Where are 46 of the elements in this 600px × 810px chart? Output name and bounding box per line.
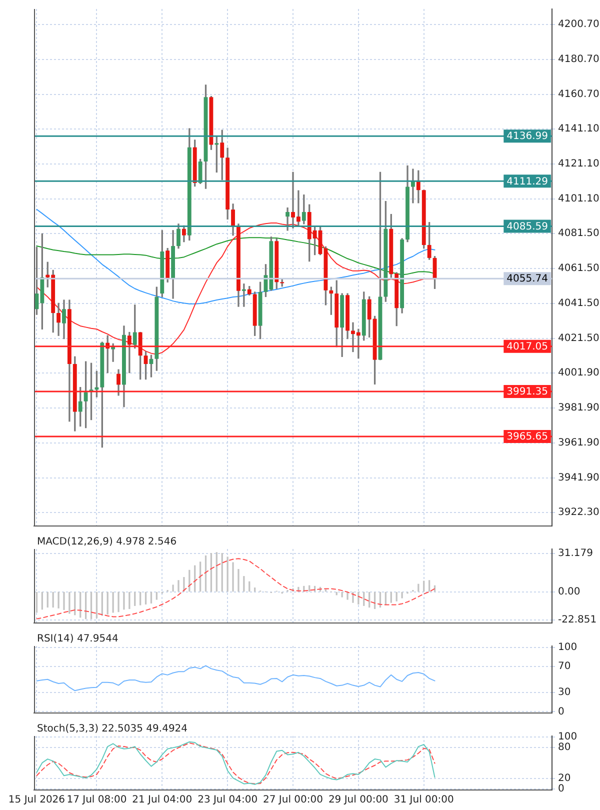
y-tick-label: 100 bbox=[558, 642, 578, 653]
y-tick-label: 4180.70 bbox=[558, 54, 600, 66]
y-tick-label: 4121.10 bbox=[558, 158, 600, 170]
y-tick-label: 30 bbox=[558, 686, 571, 698]
y-tick-label: 20 bbox=[558, 773, 571, 784]
x-tick-label: 29 Jul 00:00 bbox=[328, 794, 388, 806]
chart-title: Stoch(5,3,3) 22.5035 49.4924 bbox=[37, 724, 188, 735]
y-tick-label: 3961.90 bbox=[558, 438, 600, 449]
y-tick-label: 4160.70 bbox=[558, 89, 600, 100]
y-tick-label: 4141.10 bbox=[558, 124, 600, 135]
y-tick-label: 31.179 bbox=[558, 548, 593, 559]
y-tick-label: 4041.50 bbox=[558, 298, 600, 310]
y-tick-label: 4081.50 bbox=[558, 228, 600, 239]
y-tick-label: -22.851 bbox=[558, 614, 597, 626]
ref-line-label: 3991.35 bbox=[506, 386, 548, 398]
y-tick-label: 70 bbox=[558, 661, 571, 672]
y-tick-label: 4101.10 bbox=[558, 194, 600, 205]
y-tick-label: 80 bbox=[558, 742, 571, 754]
x-tick-label: 27 Jul 00:00 bbox=[263, 794, 323, 806]
y-tick-label: 4061.50 bbox=[558, 263, 600, 274]
ref-line-label: 4085.59 bbox=[506, 221, 548, 232]
ref-line-label: 4055.74 bbox=[506, 274, 548, 285]
y-tick-label: 0.00 bbox=[558, 586, 580, 598]
y-tick-label: 0 bbox=[558, 784, 564, 795]
x-tick-label: 23 Jul 04:00 bbox=[198, 794, 258, 806]
y-tick-label: 3981.90 bbox=[558, 402, 600, 414]
ref-line-label: 4136.99 bbox=[506, 131, 548, 142]
y-tick-label: 3922.30 bbox=[558, 507, 600, 518]
x-tick-label: 21 Jul 04:00 bbox=[132, 794, 192, 806]
chart-title: RSI(14) 47.9544 bbox=[37, 634, 118, 645]
chart-title: MACD(12,26,9) 4.978 2.546 bbox=[37, 536, 177, 548]
ref-line-label: 4017.05 bbox=[506, 341, 548, 352]
candlestick bbox=[286, 207, 290, 231]
y-tick-label: 4001.90 bbox=[558, 368, 600, 379]
x-tick-label: 17 Jul 08:00 bbox=[66, 794, 127, 806]
y-tick-label: 4021.50 bbox=[558, 333, 600, 344]
x-tick-label: 31 Jul 00:00 bbox=[394, 794, 454, 806]
line-series bbox=[36, 558, 436, 620]
y-tick-label: 0 bbox=[558, 706, 564, 718]
y-tick-label: 4200.70 bbox=[558, 19, 600, 30]
x-tick-label: 15 Jul 2026 bbox=[8, 794, 66, 806]
y-tick-label: 3941.90 bbox=[558, 472, 600, 484]
ref-line-label: 3965.65 bbox=[506, 432, 548, 443]
y-tick-label: 100 bbox=[558, 732, 578, 743]
candlestick bbox=[242, 284, 246, 307]
ref-line-label: 4111.29 bbox=[506, 176, 548, 188]
